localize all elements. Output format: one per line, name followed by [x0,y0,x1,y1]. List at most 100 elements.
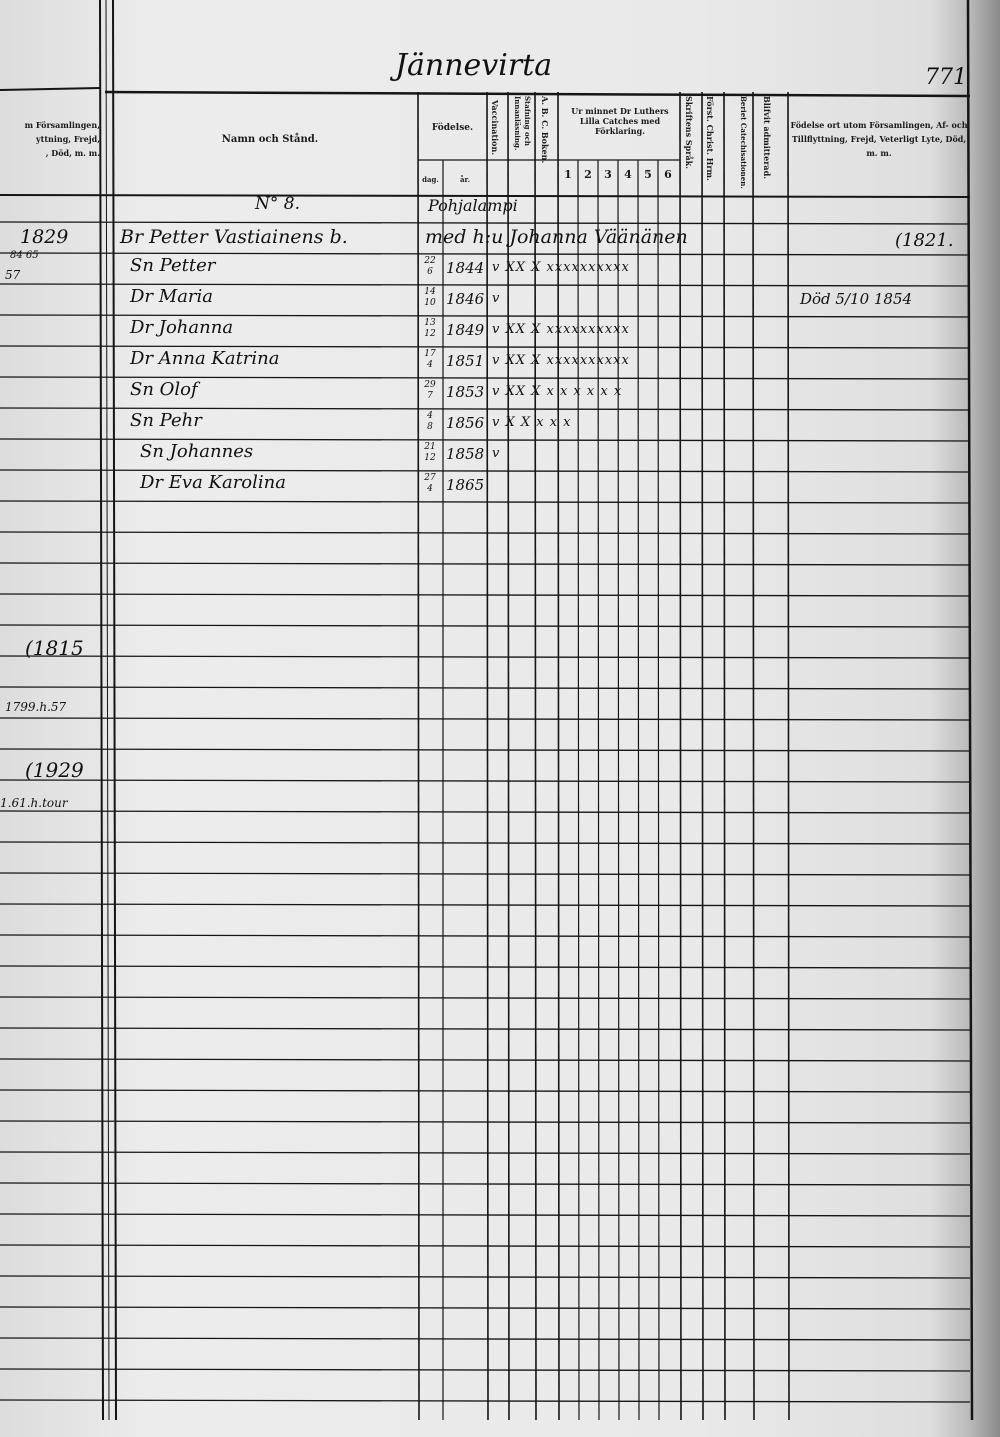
birth-year: 1851 [446,352,485,370]
page-number: 771 [925,65,967,90]
row-rule [0,624,971,628]
birth-month: 8 [427,422,433,432]
column-line [597,159,600,1421]
row-rule [0,438,971,442]
header-vaccination: Vaccination. [490,100,500,156]
household-head: Br Petter Vastiainens b. [120,226,348,248]
member-remark: Död 5/10 1854 [800,290,913,308]
row-rule [0,1182,971,1186]
row-rule [0,221,971,225]
header-top-rule [104,90,971,98]
header-birth-year: år. [459,175,471,184]
row-rule [0,872,971,876]
row-rule [0,841,971,845]
catechism-part-number: 1 [564,168,572,181]
column-line [534,91,537,1421]
birth-year: 1865 [446,476,485,494]
row-rule [0,562,971,566]
birth-year: 1856 [446,414,485,432]
row-rule [0,1337,971,1341]
left-header-line: , Död, m. m. [45,148,100,158]
birth-year: 1844 [446,259,485,277]
row-rule [0,314,971,318]
row-rule [0,407,971,411]
row-rule [0,1368,971,1372]
column-line [617,159,620,1421]
header-catechisation: Beriet Catechisationen. [739,96,748,189]
rule [0,87,101,91]
column-line [577,159,580,1421]
row-rule [0,1399,971,1403]
household-number: N° 8. [255,194,300,214]
member-name: Dr Eva Karolina [140,472,286,493]
header-admitted: Blifvit admitterad. [762,96,772,179]
birth-month: 12 [424,329,436,339]
birth-month: 4 [427,360,433,370]
member-name: Sn Johannes [140,441,254,462]
row-rule [0,779,971,783]
row-rule [0,1027,971,1031]
exam-marks: v XX X xxxxxxxxxx [492,353,630,368]
margin-note: 84 65 [10,250,39,261]
left-page-header: m Församlingen, yttning, Frejd, , Död, m… [0,118,100,160]
column-line [557,91,560,1421]
birth-month: 4 [427,484,433,494]
margin-note: 57 [5,268,21,282]
row-rule [0,996,971,1000]
column-line [701,91,704,1421]
header-reading: Stafning och Innanläsning. [513,96,532,151]
column-line [679,91,682,1421]
row-rule [0,376,971,380]
birth-day: 4 [427,411,433,421]
header-scripture: Skriftens Språk. [684,96,694,170]
header-catechism: Ur minnet Dr Luthers Lilla Catches med F… [571,106,669,136]
birth-day: 13 [424,318,436,328]
birth-year: 1849 [446,321,485,339]
member-name: Sn Olof [130,379,198,400]
row-rule [0,593,971,597]
row-rule [0,1244,971,1248]
exam-marks: v [492,446,501,461]
column-line [657,159,660,1421]
column-line [507,91,510,1421]
row-rule [0,717,971,721]
column-line [752,91,755,1421]
header-name: Namn och Stånd. [221,134,319,145]
birth-day: 22 [424,256,436,266]
parish-title: Jännevirta [395,48,553,83]
row-rule [0,1213,971,1217]
catechism-part-number: 5 [644,168,652,181]
member-name: Sn Pehr [130,410,202,431]
column-line [637,159,640,1421]
row-rule [0,655,971,659]
left-header-line: yttning, Frejd, [36,134,100,144]
header-birth: Födelse. [431,123,474,133]
row-rule [0,965,971,969]
header-bottom-rule [0,194,971,198]
member-name: Sn Petter [130,255,216,276]
exam-marks: v [492,291,501,306]
row-rule [0,469,971,473]
birth-day: 14 [424,287,436,297]
header-birth-day: dag. [422,175,439,184]
margin-note: 1829 [20,226,69,248]
row-rule [0,531,971,535]
binding-line [99,0,104,1421]
row-rule [0,283,971,287]
header-abc: A. B. C. Boken. [540,96,550,164]
column-line [787,91,790,1421]
household-spouse: med h:u Johanna Väänänen [425,226,688,248]
birth-month: 12 [424,453,436,463]
margin-note: 1799.h.57 [5,700,67,714]
household-head-remark: (1821. [895,230,954,251]
row-rule [0,1151,971,1155]
row-rule [0,252,971,256]
birth-month: 7 [427,391,433,401]
column-line [486,91,489,1421]
binding-line [112,0,117,1421]
exam-marks: v XX X x x x x x x [492,384,623,399]
birth-year: 1853 [446,383,485,401]
row-rule [0,1058,971,1062]
exam-marks: v X X x x x [492,415,572,430]
